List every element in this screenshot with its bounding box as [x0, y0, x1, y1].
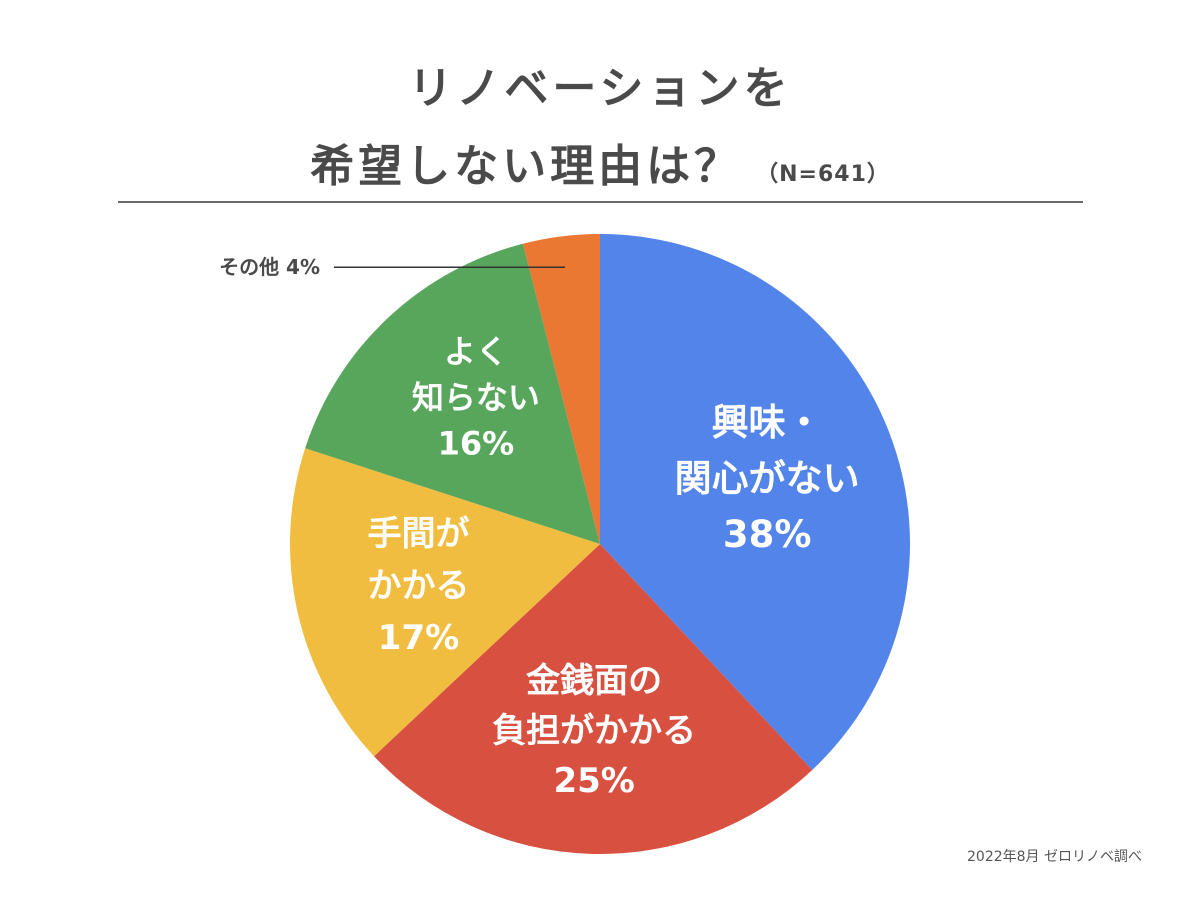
slice-category-label-2: 手間が	[367, 514, 469, 554]
slice-category-label-1: 負担がかかる	[492, 711, 696, 751]
pie-slice-0	[600, 234, 910, 770]
slice-value-label-1: 25%	[553, 761, 634, 801]
slice-category-label-0: 興味・	[712, 401, 823, 444]
source-note: 2022年8月 ゼロリノベ調べ	[967, 849, 1142, 865]
chart-title-line-2: 希望しない理由は？ （N=641）	[0, 130, 1200, 194]
slice-value-label-2: 17%	[378, 618, 459, 658]
chart-title-line-2-text: 希望しない理由は？	[310, 141, 743, 192]
title-divider	[118, 201, 1083, 203]
pie-slice-4	[522, 234, 600, 544]
slice-category-label-1: 金銭面の	[525, 661, 662, 701]
chart-title-line-1: リノベーションを	[408, 63, 792, 114]
sample-size-label: （N=641）	[756, 162, 890, 187]
pie-slice-1	[374, 544, 813, 854]
slice-value-label-0: 38%	[723, 513, 812, 556]
slice-category-label-2: かかる	[367, 566, 469, 606]
slice-label-group-0: 興味・関心がない 38%	[675, 401, 860, 556]
slice-value-label-3: 16%	[438, 425, 515, 463]
pie-slice-2	[290, 448, 600, 757]
slice-category-label-0: 関心がない	[675, 457, 860, 500]
pie-slice-3	[305, 243, 600, 544]
slice-callout-label-4: その他 4%	[219, 255, 320, 279]
slice-category-label-3: よく	[444, 333, 508, 371]
slice-category-label-3: 知らない	[412, 379, 540, 417]
